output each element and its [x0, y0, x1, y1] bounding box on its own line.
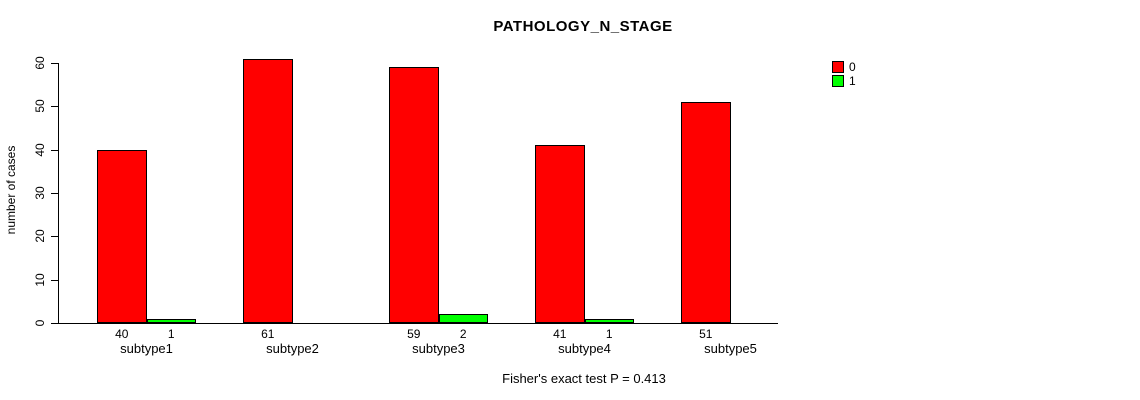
bar-subtype5-series-0 [681, 102, 731, 323]
bar-value-label: 61 [261, 327, 275, 341]
legend-swatch-icon [832, 61, 844, 73]
bar-subtype1-series-1 [146, 318, 196, 323]
legend-item-0: 0 [832, 61, 856, 73]
legend-item-1: 1 [832, 75, 856, 87]
y-tick-mark [51, 193, 59, 194]
legend-label: 0 [849, 60, 856, 74]
bar-value-label: 40 [115, 327, 129, 341]
y-tick-mark [51, 323, 59, 324]
bar-subtype1-series-0 [97, 149, 147, 323]
x-category-label: subtype1 [120, 341, 173, 356]
y-tick-mark [51, 236, 59, 237]
y-tick-label: 30 [33, 186, 47, 200]
y-tick-mark [51, 280, 59, 281]
y-tick-label: 40 [33, 143, 47, 157]
bar-value-label: 51 [699, 327, 713, 341]
legend-swatch-icon [832, 75, 844, 87]
bar-subtype2-series-0 [243, 58, 293, 323]
legend-label: 1 [849, 74, 856, 88]
bar-value-label: 1 [605, 327, 613, 341]
bar-subtype3-series-0 [389, 67, 439, 323]
y-tick-label: 0 [33, 319, 47, 327]
y-tick-mark [51, 63, 59, 64]
x-category-label: subtype2 [266, 341, 319, 356]
x-category-label: subtype4 [558, 341, 611, 356]
bar-subtype4-series-0 [535, 145, 585, 323]
y-tick-label: 60 [33, 56, 47, 70]
bar-subtype4-series-1 [584, 318, 634, 323]
y-tick-label: 20 [33, 229, 47, 243]
y-tick-label: 50 [33, 99, 47, 113]
bar-value-label: 1 [167, 327, 175, 341]
bar-subtype3-series-1 [438, 314, 488, 323]
bar-value-label: 59 [407, 327, 421, 341]
x-axis-line [59, 323, 778, 324]
x-category-label: subtype5 [704, 341, 757, 356]
x-category-label: subtype3 [412, 341, 465, 356]
bar-value-label: 2 [459, 327, 467, 341]
chart-title: PATHOLOGY_N_STAGE [493, 18, 673, 35]
y-tick-label: 10 [33, 273, 47, 287]
bar-value-label: 41 [553, 327, 567, 341]
y-tick-mark [51, 150, 59, 151]
y-tick-mark [51, 106, 59, 107]
fisher-test-annotation: Fisher's exact test P = 0.413 [502, 371, 666, 386]
